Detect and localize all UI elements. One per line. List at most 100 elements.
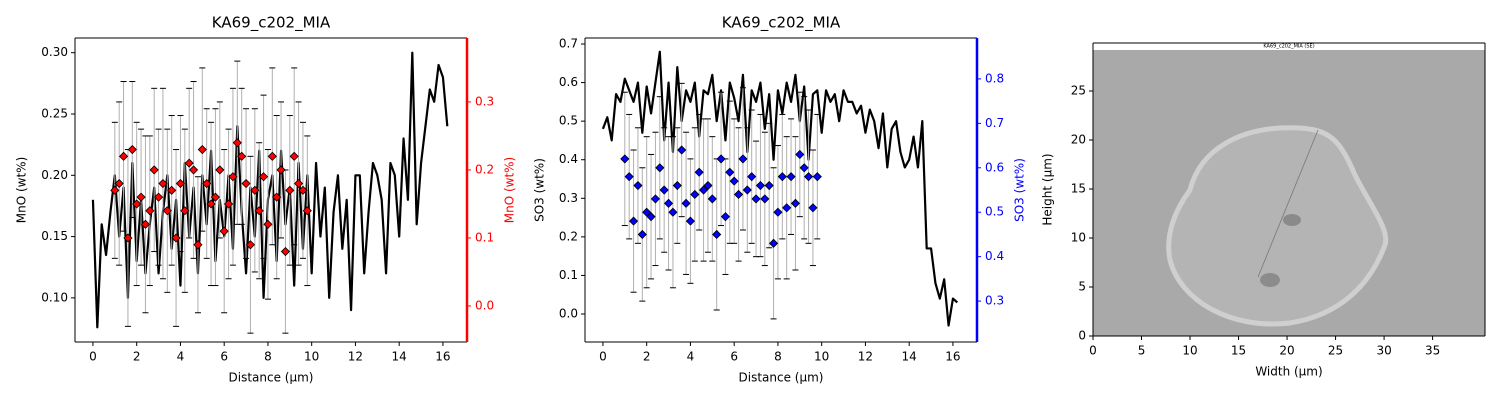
x-axis-label: Distance (µm) xyxy=(739,371,824,385)
data-point xyxy=(755,180,766,191)
x-tick-label: 16 xyxy=(435,350,450,364)
data-point xyxy=(254,206,264,216)
data-point xyxy=(729,176,739,186)
data-point xyxy=(245,240,256,250)
data-point xyxy=(685,216,696,226)
data-point xyxy=(650,194,661,204)
data-point xyxy=(167,185,177,195)
data-line xyxy=(601,50,959,327)
data-point xyxy=(171,233,181,243)
data-point xyxy=(690,189,700,200)
data-point xyxy=(795,149,805,160)
data-point xyxy=(140,219,151,229)
data-point xyxy=(642,207,652,217)
x-tick-label: 30 xyxy=(1376,344,1391,358)
data-point xyxy=(289,151,299,161)
data-point xyxy=(760,194,770,204)
data-point xyxy=(223,199,234,209)
image-header xyxy=(1093,43,1485,50)
data-point xyxy=(773,207,783,217)
y2-tick-label: 0.6 xyxy=(985,160,1004,174)
data-point xyxy=(698,185,709,195)
inclusion xyxy=(1166,125,1389,327)
y2-tick-label: 0.1 xyxy=(475,230,494,244)
x-tick-label: 6 xyxy=(220,350,228,364)
y2-tick-label: 0.0 xyxy=(475,298,494,312)
x-tick-label: 14 xyxy=(902,350,917,364)
x-axis-label: Width (µm) xyxy=(1255,365,1322,379)
x-tick-label: 12 xyxy=(348,350,363,364)
y2-axis-label: SO3 (wt%) xyxy=(1013,158,1027,222)
data-point xyxy=(263,219,273,229)
data-point xyxy=(158,178,168,189)
data-point xyxy=(663,198,674,208)
data-point xyxy=(768,238,779,248)
data-point xyxy=(725,167,735,177)
data-point xyxy=(110,185,120,195)
y-tick-label: 0.10 xyxy=(41,290,68,304)
data-point xyxy=(808,203,818,213)
data-point xyxy=(197,144,207,155)
data-point xyxy=(738,154,748,164)
y-axis-label: MnO (wt%) xyxy=(15,157,29,224)
data-point xyxy=(720,212,731,222)
data-point xyxy=(659,185,669,195)
x-tick-label: 2 xyxy=(133,350,141,364)
data-point xyxy=(114,178,124,189)
data-point xyxy=(764,180,774,191)
data-point xyxy=(637,229,647,240)
x-tick-label: 16 xyxy=(945,350,960,364)
y-tick-label: 20 xyxy=(1071,133,1086,147)
data-point xyxy=(742,185,752,195)
data-point xyxy=(206,199,216,209)
x-tick-label: 20 xyxy=(1279,344,1294,358)
data-point xyxy=(620,154,630,164)
bubble xyxy=(1283,214,1301,226)
y-tick-label: 0.4 xyxy=(559,152,578,166)
bubble xyxy=(1260,273,1280,287)
y-tick-label: 0.20 xyxy=(41,168,68,182)
data-point xyxy=(668,207,678,217)
data-point xyxy=(210,192,221,202)
data-point xyxy=(655,163,665,173)
data-point xyxy=(215,165,225,175)
y-tick-label: 10 xyxy=(1071,231,1086,245)
image-label: KA69_c202_MIA (SE) xyxy=(1263,44,1314,50)
y-tick-label: 25 xyxy=(1071,84,1086,98)
y-tick-label: 0.2 xyxy=(559,229,578,243)
x-axis-label: Distance (µm) xyxy=(229,371,314,385)
y2-tick-label: 0.3 xyxy=(475,94,494,108)
data-point xyxy=(127,144,137,155)
sem-image: KA69_c202_MIA (SE) xyxy=(1093,43,1485,336)
data-point xyxy=(782,203,792,213)
x-tick-label: 35 xyxy=(1425,344,1440,358)
traverse-line xyxy=(1257,129,1319,278)
data-point xyxy=(280,246,291,257)
data-point xyxy=(751,194,761,204)
y-tick-label: 0.15 xyxy=(41,229,68,243)
x-tick-label: 8 xyxy=(774,350,782,364)
data-point xyxy=(703,180,713,191)
data-point xyxy=(193,240,203,250)
data-point xyxy=(180,206,190,216)
y-tick-label: 0.25 xyxy=(41,107,68,121)
data-point xyxy=(123,233,133,243)
data-point xyxy=(136,192,146,202)
data-point xyxy=(188,165,199,175)
data-point xyxy=(302,206,312,216)
data-line xyxy=(91,51,449,329)
y2-axis-label: MnO (wt%) xyxy=(503,157,517,224)
data-point xyxy=(272,192,282,202)
y2-tick-label: 0.8 xyxy=(985,71,1004,85)
data-point xyxy=(118,151,129,161)
data-point xyxy=(716,154,726,164)
data-point xyxy=(162,206,172,216)
x-tick-label: 4 xyxy=(177,350,185,364)
data-point xyxy=(267,151,277,161)
data-point xyxy=(145,206,155,216)
data-point xyxy=(707,194,717,204)
x-tick-label: 2 xyxy=(643,350,651,364)
y-axis-label: SO3 (wt%) xyxy=(533,158,547,222)
data-point xyxy=(237,151,247,161)
